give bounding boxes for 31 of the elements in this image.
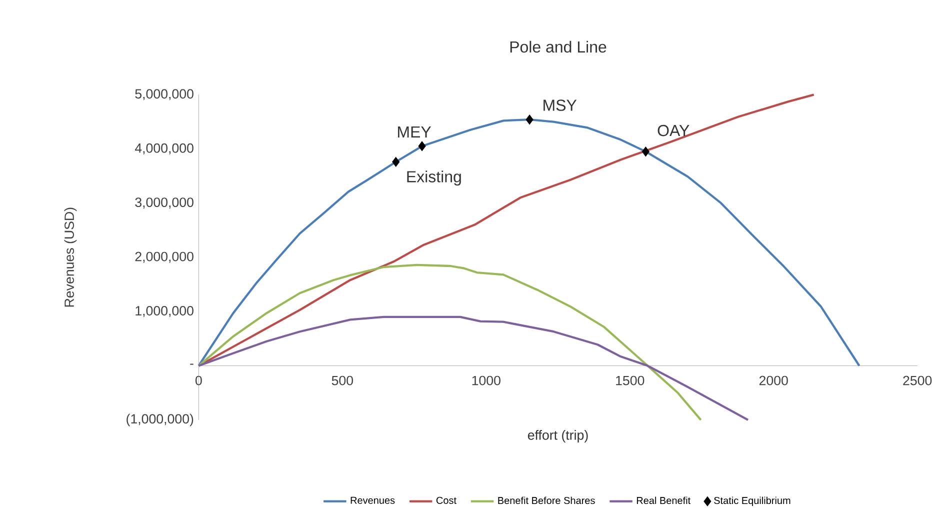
point	[642, 146, 650, 157]
y-tick-label: 1,000,000	[136, 306, 194, 318]
x-tick-label: 1500	[616, 376, 644, 386]
y-axis-title: Revenues (USD)	[64, 208, 77, 307]
x-tick-label: 2000	[759, 376, 788, 386]
x-axis-title: effort (trip)	[528, 430, 588, 442]
line-series	[198, 264, 702, 422]
point	[418, 141, 426, 152]
y-tick-label: -	[190, 364, 194, 365]
y-tick-label: (1,000,000)	[126, 414, 194, 426]
annotation: MSY	[544, 100, 577, 111]
point	[526, 114, 534, 125]
x-tick-label: 2500	[903, 376, 932, 386]
y-tick-label: 3,000,000	[135, 198, 194, 209]
legend-label: Benefit Before Shares	[498, 496, 595, 504]
legend-label: Revenues	[350, 496, 395, 504]
annotation: MEY	[398, 126, 432, 138]
x-tick-label: 500	[332, 376, 354, 386]
legend-label: Real Benefit	[636, 496, 691, 504]
annotation: Existing	[407, 170, 461, 186]
legend-label: Cost	[436, 496, 456, 504]
legend-label: Static Equilibrium	[714, 496, 790, 506]
y-tick-label: 4,000,000	[134, 143, 194, 154]
y-tick-label: 2,000,000	[135, 252, 194, 263]
point	[392, 156, 400, 167]
annotation: OAY	[658, 124, 690, 136]
chart-title: Pole and Line	[510, 40, 606, 53]
x-tick-label: 0	[195, 376, 202, 386]
line-series	[198, 316, 750, 422]
x-tick-label: 1000	[472, 376, 500, 386]
y-tick-label: 5,000,000	[135, 89, 194, 100]
